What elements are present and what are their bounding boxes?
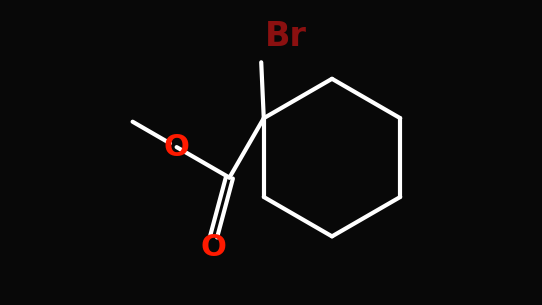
Text: O: O [201,233,227,262]
Text: Br: Br [265,20,307,53]
Text: O: O [164,133,190,162]
